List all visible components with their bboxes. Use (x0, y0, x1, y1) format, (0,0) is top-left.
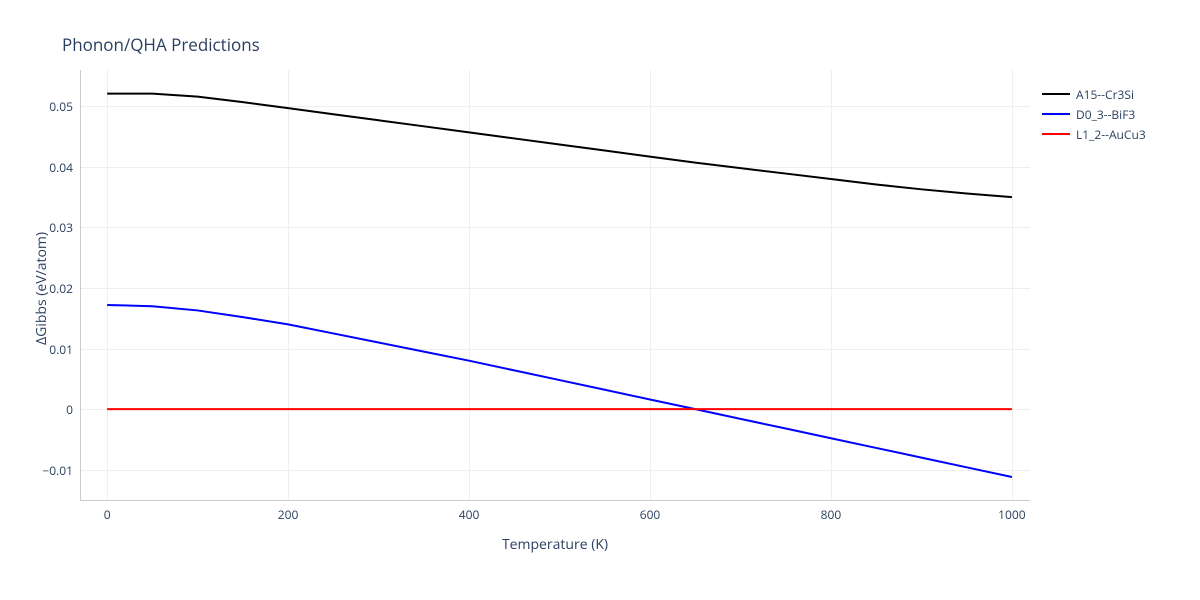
x-axis-label: Temperature (K) (80, 535, 1030, 554)
legend-item[interactable]: A15--Cr3Si (1042, 85, 1146, 103)
legend: A15--Cr3Si D0_3--BiF3 L1_2--AuCu3 (1042, 85, 1146, 145)
legend-label: A15--Cr3Si (1076, 86, 1134, 103)
legend-label: D0_3--BiF3 (1076, 106, 1135, 123)
y-tick-label: −0.01 (25, 462, 73, 479)
y-tick-label: 0.05 (25, 98, 73, 115)
series-line-1[interactable] (107, 305, 1012, 477)
x-tick-label: 800 (811, 506, 851, 523)
x-axis-line (80, 500, 1030, 501)
x-tick-label: 600 (630, 506, 670, 523)
y-tick-label: 0 (25, 401, 73, 418)
x-tick-label: 1000 (992, 506, 1032, 523)
x-tick-label: 0 (87, 506, 127, 523)
legend-swatch (1042, 93, 1070, 95)
y-axis-label: ΔGibbs (eV/atom) (32, 232, 51, 345)
chart-title: Phonon/QHA Predictions (62, 33, 260, 56)
x-tick-label: 400 (449, 506, 489, 523)
chart-lines (80, 70, 1030, 500)
legend-label: L1_2--AuCu3 (1076, 126, 1146, 143)
x-tick-label: 200 (268, 506, 308, 523)
legend-swatch (1042, 113, 1070, 115)
y-tick-label: 0.04 (25, 159, 73, 176)
series-line-0[interactable] (107, 94, 1012, 198)
legend-item[interactable]: D0_3--BiF3 (1042, 105, 1146, 123)
legend-item[interactable]: L1_2--AuCu3 (1042, 125, 1146, 143)
legend-swatch (1042, 133, 1070, 135)
